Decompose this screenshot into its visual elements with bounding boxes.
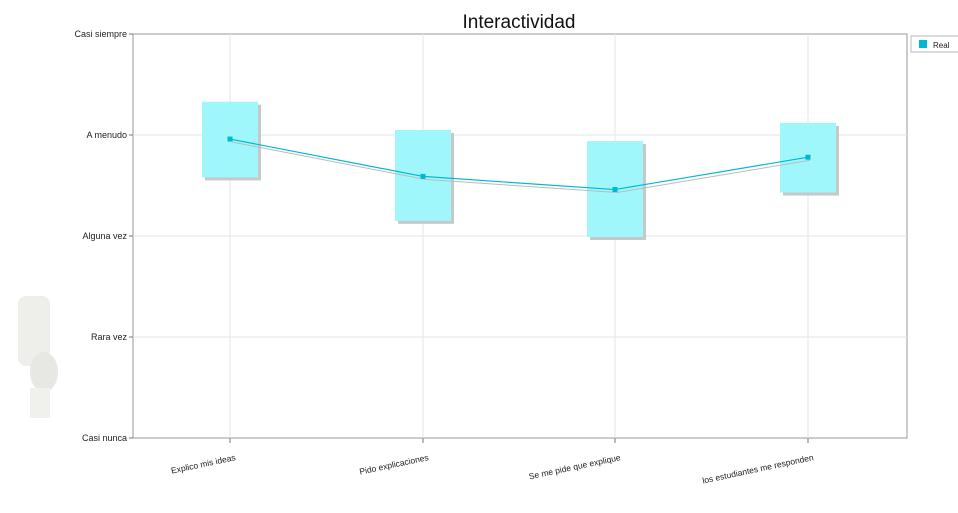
grid (132, 33, 908, 439)
y-tick-label: Casi nunca (82, 433, 127, 443)
data-point (227, 136, 233, 142)
y-tick-label: Rara vez (91, 332, 128, 342)
legend: Real (910, 35, 958, 53)
background-decoration (18, 296, 58, 418)
chart-title: Interactividad (462, 12, 575, 33)
series-line-real (229, 138, 809, 191)
legend-label-real: Real (933, 41, 950, 50)
legend-swatch-real (919, 40, 927, 48)
x-tick-label: Se me pide que explique (528, 452, 622, 481)
series-line-shadow (231, 141, 811, 194)
x-tick-label: los estudiantes me responden (701, 452, 814, 485)
y-tick-label: Casi siempre (74, 29, 127, 39)
axes: Casi nunca Rara vez Alguna vez A menudo Casi… (74, 29, 814, 486)
range-boxes (202, 101, 839, 241)
y-tick-label: A menudo (86, 130, 127, 140)
data-point (420, 173, 426, 179)
x-tick-label: Explico mis ideas (170, 452, 236, 475)
x-tick-label: Pido explicaciones (358, 452, 429, 476)
data-point (805, 154, 811, 160)
y-tick-label: Alguna vez (82, 231, 127, 241)
series-line (227, 136, 811, 194)
data-point (612, 187, 618, 193)
